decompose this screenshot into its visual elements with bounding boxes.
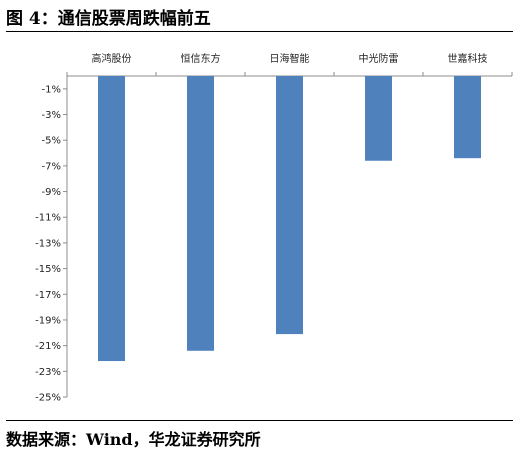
category-label: 中光防雷 [359,52,399,65]
labels: -1% -3% -5% -7% -9% -11% -13% -15% -17% -19% -21% -… [35,52,487,404]
y-tick-label: -7% [42,161,61,172]
y-tick-label: -21% [35,341,61,352]
y-tick-label: -19% [35,315,61,326]
chart-title: 图 4：通信股票周跌幅前五 [6,9,211,29]
category-label: 恒信东方 [181,52,221,65]
bars [98,76,481,362]
y-tick-label: -1% [42,84,61,95]
bar [98,76,125,362]
bar-chart: -1% -3% -5% -7% -9% -11% -13% -15% -17% -19% -21% -… [35,52,513,404]
bar [454,76,481,159]
bar [187,76,214,351]
y-tick-label: -5% [42,136,61,147]
title-rule [6,31,513,32]
y-tick-label: -9% [42,187,61,198]
y-tick-label: -3% [42,110,61,121]
bar [276,76,303,335]
y-tick-label: -23% [35,367,61,378]
category-label: 日海智能 [270,52,310,65]
category-label: 世嘉科技 [448,52,488,65]
source-rule [6,420,513,421]
y-tick-label: -25% [35,393,61,404]
y-tick-label: -17% [35,290,61,301]
y-tick-label: -15% [35,264,61,275]
category-label: 高鸿股份 [92,52,132,65]
bar [365,76,392,161]
source-note: 数据来源：Wind，华龙证券研究所 [6,430,261,449]
y-tick-label: -11% [35,213,61,224]
y-tick-label: -13% [35,238,61,249]
